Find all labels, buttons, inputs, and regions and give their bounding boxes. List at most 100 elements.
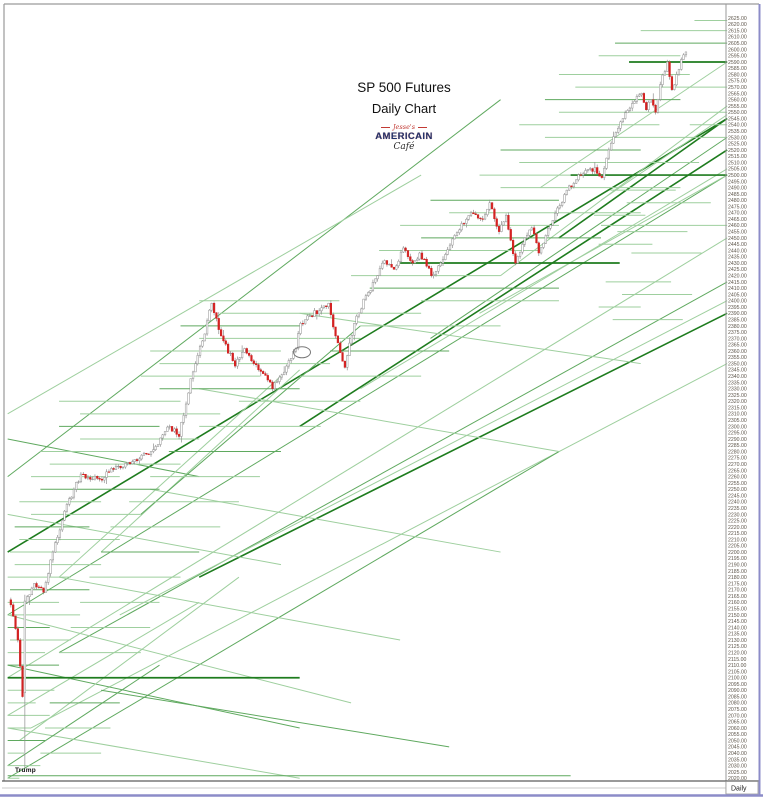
svg-text:2385.00: 2385.00: [728, 317, 747, 323]
svg-text:2540.00: 2540.00: [728, 123, 747, 129]
logo-cafe-text: Café: [393, 142, 415, 152]
svg-text:2430.00: 2430.00: [728, 261, 747, 267]
svg-text:2065.00: 2065.00: [728, 720, 747, 726]
svg-text:2460.00: 2460.00: [728, 223, 747, 229]
svg-text:2085.00: 2085.00: [728, 694, 747, 700]
svg-text:2495.00: 2495.00: [728, 179, 747, 185]
svg-text:2315.00: 2315.00: [728, 405, 747, 411]
logo-script-top: Jesse's: [374, 124, 434, 131]
svg-text:2120.00: 2120.00: [728, 650, 747, 656]
timeframe-cell: [725, 781, 759, 795]
svg-text:2545.00: 2545.00: [728, 116, 747, 122]
svg-text:2525.00: 2525.00: [728, 142, 747, 148]
ellipse-annotation: [293, 346, 311, 359]
candlesticks-layer: [9, 51, 688, 769]
chart-title-block: SP 500 Futures Daily Chart: [329, 78, 479, 119]
svg-text:2200.00: 2200.00: [728, 550, 747, 556]
svg-text:2310.00: 2310.00: [728, 412, 747, 418]
svg-text:2330.00: 2330.00: [728, 387, 747, 393]
svg-text:2135.00: 2135.00: [728, 632, 747, 638]
svg-text:2275.00: 2275.00: [728, 456, 747, 462]
svg-text:2365.00: 2365.00: [728, 343, 747, 349]
logo-americain-text: AMERICAIN: [375, 130, 433, 142]
logo-flourish-right: [418, 126, 428, 128]
svg-text:2400.00: 2400.00: [728, 299, 747, 305]
svg-text:2390.00: 2390.00: [728, 311, 747, 317]
svg-text:2260.00: 2260.00: [728, 475, 747, 481]
svg-text:2475.00: 2475.00: [728, 204, 747, 210]
svg-text:2500.00: 2500.00: [728, 173, 747, 179]
svg-text:2485.00: 2485.00: [728, 192, 747, 198]
svg-text:2450.00: 2450.00: [728, 236, 747, 242]
svg-text:2355.00: 2355.00: [728, 355, 747, 361]
svg-text:2245.00: 2245.00: [728, 493, 747, 499]
timeframe-label: Daily: [731, 786, 747, 793]
svg-text:2555.00: 2555.00: [728, 104, 747, 110]
svg-text:2615.00: 2615.00: [728, 28, 747, 34]
svg-text:2425.00: 2425.00: [728, 267, 747, 273]
svg-text:2510.00: 2510.00: [728, 160, 747, 166]
svg-text:2570.00: 2570.00: [728, 85, 747, 91]
trump-annotation: Trump: [15, 767, 36, 774]
svg-text:2455.00: 2455.00: [728, 230, 747, 236]
svg-text:2405.00: 2405.00: [728, 292, 747, 298]
svg-text:2190.00: 2190.00: [728, 563, 747, 569]
svg-text:2175.00: 2175.00: [728, 581, 747, 587]
svg-text:2030.00: 2030.00: [728, 764, 747, 770]
svg-text:2290.00: 2290.00: [728, 437, 747, 443]
chart-title: SP 500 Futures: [357, 80, 451, 95]
svg-text:2595.00: 2595.00: [728, 54, 747, 60]
svg-text:2280.00: 2280.00: [728, 449, 747, 455]
svg-text:2420.00: 2420.00: [728, 274, 747, 280]
svg-text:2020.00: 2020.00: [728, 776, 747, 782]
svg-text:2465.00: 2465.00: [728, 217, 747, 223]
svg-text:2075.00: 2075.00: [728, 707, 747, 713]
svg-text:2255.00: 2255.00: [728, 481, 747, 487]
svg-text:2435.00: 2435.00: [728, 255, 747, 261]
americain-cafe-logo: Jesse's AMERICAIN Café: [374, 124, 434, 152]
svg-text:2370.00: 2370.00: [728, 336, 747, 342]
svg-text:2055.00: 2055.00: [728, 732, 747, 738]
svg-text:2195.00: 2195.00: [728, 556, 747, 562]
svg-text:2535.00: 2535.00: [728, 129, 747, 135]
svg-text:2345.00: 2345.00: [728, 368, 747, 374]
svg-text:2040.00: 2040.00: [728, 751, 747, 757]
svg-text:2035.00: 2035.00: [728, 757, 747, 763]
svg-text:2115.00: 2115.00: [728, 657, 746, 663]
svg-text:2585.00: 2585.00: [728, 66, 747, 72]
svg-text:2145.00: 2145.00: [728, 619, 747, 625]
svg-text:2295.00: 2295.00: [728, 431, 747, 437]
price-axis: 2625.002620.002615.002610.002605.002600.…: [728, 16, 747, 782]
svg-text:2220.00: 2220.00: [728, 525, 747, 531]
svg-text:2600.00: 2600.00: [728, 47, 747, 53]
svg-text:2445.00: 2445.00: [728, 242, 747, 248]
svg-text:2335.00: 2335.00: [728, 380, 747, 386]
svg-text:2100.00: 2100.00: [728, 676, 747, 682]
svg-text:2080.00: 2080.00: [728, 701, 747, 707]
svg-text:2105.00: 2105.00: [728, 669, 747, 675]
svg-text:2185.00: 2185.00: [728, 569, 747, 575]
svg-text:2480.00: 2480.00: [728, 198, 747, 204]
svg-text:2380.00: 2380.00: [728, 324, 747, 330]
support-resistance-layer: [7, 20, 728, 779]
svg-text:2140.00: 2140.00: [728, 625, 747, 631]
chart-subtitle: Daily Chart: [371, 100, 437, 116]
svg-text:2490.00: 2490.00: [728, 186, 747, 192]
svg-text:2165.00: 2165.00: [728, 594, 747, 600]
svg-text:2045.00: 2045.00: [728, 745, 747, 751]
svg-text:2605.00: 2605.00: [728, 41, 747, 47]
svg-text:2180.00: 2180.00: [728, 575, 747, 581]
svg-text:2440.00: 2440.00: [728, 248, 747, 254]
svg-text:2150.00: 2150.00: [728, 613, 747, 619]
svg-text:2285.00: 2285.00: [728, 443, 747, 449]
svg-text:2170.00: 2170.00: [728, 588, 747, 594]
svg-text:2625.00: 2625.00: [728, 16, 747, 22]
svg-text:2360.00: 2360.00: [728, 349, 747, 355]
svg-text:2305.00: 2305.00: [728, 418, 747, 424]
svg-text:2240.00: 2240.00: [728, 500, 747, 506]
svg-text:2270.00: 2270.00: [728, 462, 747, 468]
logo-flourish-left: [380, 126, 390, 128]
svg-text:2340.00: 2340.00: [728, 374, 747, 380]
svg-text:2235.00: 2235.00: [728, 506, 747, 512]
svg-text:2230.00: 2230.00: [728, 512, 747, 518]
